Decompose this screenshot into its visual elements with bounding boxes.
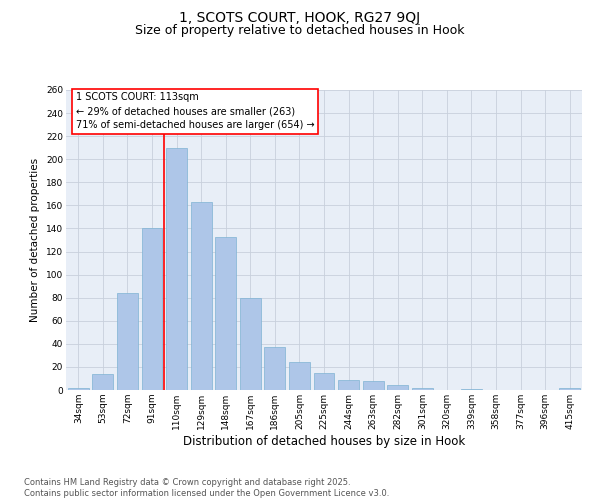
Bar: [461, 389, 482, 390]
Bar: [68, 388, 89, 390]
Bar: [338, 380, 359, 390]
Y-axis label: Number of detached properties: Number of detached properties: [31, 158, 40, 322]
Bar: [215, 236, 236, 390]
Bar: [240, 298, 261, 390]
Text: 1, SCOTS COURT, HOOK, RG27 9QJ: 1, SCOTS COURT, HOOK, RG27 9QJ: [179, 11, 421, 25]
Bar: [92, 374, 113, 390]
Text: Contains HM Land Registry data © Crown copyright and database right 2025.
Contai: Contains HM Land Registry data © Crown c…: [24, 478, 389, 498]
Bar: [166, 148, 187, 390]
Bar: [362, 381, 383, 390]
Bar: [117, 293, 138, 390]
Bar: [559, 388, 580, 390]
Bar: [289, 362, 310, 390]
Text: 1 SCOTS COURT: 113sqm
← 29% of detached houses are smaller (263)
71% of semi-det: 1 SCOTS COURT: 113sqm ← 29% of detached …: [76, 92, 314, 130]
Bar: [314, 372, 334, 390]
Bar: [142, 228, 163, 390]
Bar: [191, 202, 212, 390]
Text: Size of property relative to detached houses in Hook: Size of property relative to detached ho…: [135, 24, 465, 37]
X-axis label: Distribution of detached houses by size in Hook: Distribution of detached houses by size …: [183, 434, 465, 448]
Bar: [265, 348, 286, 390]
Bar: [412, 388, 433, 390]
Bar: [387, 386, 408, 390]
